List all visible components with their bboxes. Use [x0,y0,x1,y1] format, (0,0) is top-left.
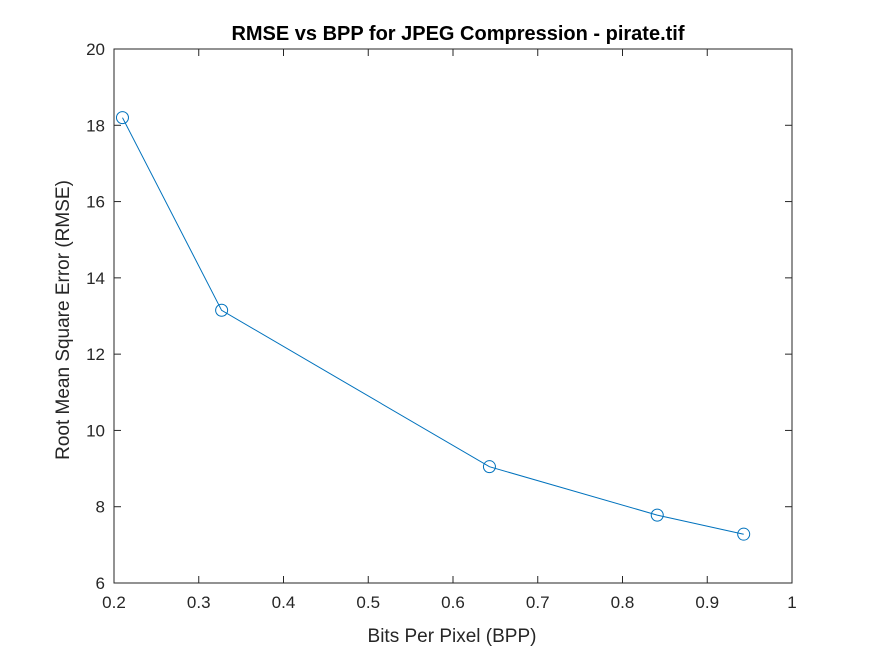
y-tick-label: 20 [86,40,105,59]
chart-title: RMSE vs BPP for JPEG Compression - pirat… [231,23,684,45]
x-tick-label: 0.5 [356,593,380,612]
y-tick-label: 8 [96,498,105,517]
x-tick-label: 0.8 [611,593,635,612]
series-line [122,117,744,535]
x-tick-label: 0.2 [102,593,126,612]
data-point [215,303,229,317]
y-tick-label: 6 [96,574,105,593]
axes-box [113,48,793,584]
data-point [482,460,496,474]
data-point [650,508,664,522]
y-tick-label: 14 [86,269,105,288]
y-tick-label: 16 [86,193,105,212]
x-tick-label: 0.3 [187,593,211,612]
x-axis-label: Bits Per Pixel (BPP) [368,626,537,647]
x-tick-label: 0.7 [526,593,550,612]
y-axis-label: Root Mean Square Error (RMSE) [53,180,74,460]
data-point [737,527,751,541]
series-layer [115,111,751,541]
y-tick-label: 12 [86,345,105,364]
x-tick-label: 0.6 [441,593,465,612]
x-tick-label: 0.4 [272,593,296,612]
y-axis-ticks: 6 8 10 12 14 16 18 20 [86,40,792,593]
x-tick-label: 1 [787,593,796,612]
x-tick-label: 0.9 [695,593,719,612]
data-point [115,111,129,125]
axes-frame [113,48,793,584]
y-tick-label: 10 [86,421,105,440]
x-axis-ticks: 0.2 0.3 0.4 0.5 0.6 0.7 0.8 0.9 1 [102,49,797,612]
y-tick-label: 18 [86,116,105,135]
